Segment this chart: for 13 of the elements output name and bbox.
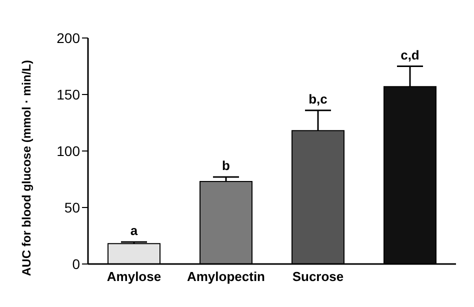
annotation: c,d bbox=[400, 47, 420, 62]
y-tick-label: 200 bbox=[56, 30, 80, 46]
y-tick-label: 100 bbox=[56, 142, 80, 159]
y-tick-label: 0 bbox=[72, 256, 80, 272]
x-tick-label: Sucrose bbox=[292, 269, 344, 284]
annotation: b,c bbox=[308, 91, 328, 106]
annotation: b bbox=[222, 158, 230, 173]
x-tick-label: Amylopectin bbox=[186, 269, 266, 284]
y-axis-title: AUC for blood glucose (mmol · min/L) bbox=[19, 60, 34, 276]
annotation: a bbox=[130, 222, 138, 238]
y-tick-label: 150 bbox=[56, 86, 80, 102]
y-tick-label: 50 bbox=[64, 199, 80, 216]
x-tick-label: Amylose bbox=[106, 269, 162, 284]
